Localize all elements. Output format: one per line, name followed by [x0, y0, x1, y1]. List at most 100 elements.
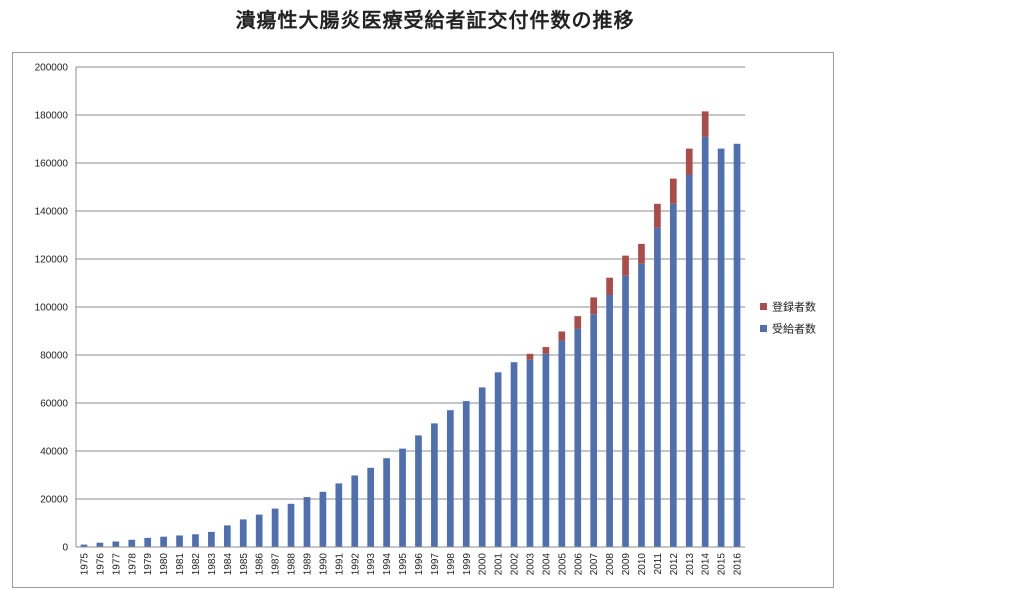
x-tick-label: 1975: [79, 553, 90, 576]
x-tick-label: 1991: [334, 553, 345, 576]
bar-recipients: [415, 435, 422, 547]
bar-recipients: [303, 497, 311, 547]
x-tick-label: 2005: [557, 553, 568, 576]
bar-registered: [574, 316, 582, 329]
bar-recipients: [542, 353, 550, 547]
x-tick-label: 1989: [302, 553, 313, 576]
x-tick-label: 2007: [589, 553, 600, 576]
bar-recipients: [335, 483, 343, 547]
y-tick-label: 120000: [35, 255, 69, 266]
x-tick-label: 1982: [191, 553, 202, 576]
bar-recipients: [319, 491, 327, 547]
bar-recipients: [176, 535, 183, 547]
bar-recipients: [606, 295, 613, 547]
x-tick-label: 2015: [717, 553, 728, 576]
y-tick-label: 180000: [35, 111, 69, 122]
x-tick-label: 2010: [637, 553, 648, 576]
x-tick-label: 2014: [701, 553, 712, 576]
y-tick-label: 60000: [40, 399, 68, 410]
legend-swatch: [760, 303, 767, 310]
x-tick-label: 2000: [478, 553, 489, 576]
x-tick-label: 1997: [430, 553, 441, 576]
y-tick-label: 160000: [35, 159, 69, 170]
x-tick-label: 2002: [510, 553, 521, 576]
bar-registered: [606, 277, 613, 295]
bar-registered: [526, 353, 534, 360]
x-tick-label: 2013: [685, 553, 696, 576]
x-tick-label: 2016: [733, 553, 744, 576]
x-tick-label: 2001: [494, 553, 505, 576]
bar-recipients: [383, 458, 390, 547]
x-tick-label: 1978: [127, 553, 138, 576]
legend-swatch: [760, 325, 767, 332]
bar-recipients: [701, 136, 709, 547]
bar-recipients: [223, 525, 231, 547]
x-tick-label: 1986: [255, 553, 266, 576]
y-tick-label: 100000: [35, 303, 69, 314]
x-tick-label: 1995: [398, 553, 409, 576]
bar-recipients: [510, 362, 518, 547]
bar-recipients: [128, 539, 136, 547]
bar-recipients: [478, 387, 486, 547]
bars: [80, 111, 741, 548]
legend-label: 受給者数: [772, 322, 816, 336]
x-tick-label: 1976: [95, 553, 106, 576]
x-tick-label: 1994: [382, 553, 393, 576]
y-tick-label: 80000: [40, 351, 68, 362]
bar-recipients: [654, 227, 661, 548]
bar-registered: [590, 297, 598, 315]
bar-registered: [622, 255, 629, 276]
bar-recipients: [638, 263, 645, 547]
bar-recipients: [271, 508, 279, 547]
bar-recipients: [462, 401, 470, 547]
bar-recipients: [558, 340, 566, 547]
bar-registered: [638, 243, 645, 264]
x-tick-label: 1980: [159, 553, 170, 576]
bar-recipients: [526, 359, 534, 547]
bar-recipients: [287, 503, 295, 547]
x-tick-label: 2008: [605, 553, 616, 576]
y-tick-label: 140000: [35, 207, 69, 218]
x-tick-label: 1996: [414, 553, 425, 576]
x-tick-label: 1977: [111, 553, 122, 576]
bar-registered: [558, 331, 566, 341]
x-tick-label: 1998: [446, 553, 457, 576]
x-tick-label: 2009: [621, 553, 632, 576]
x-tick-label: 1999: [462, 553, 473, 576]
bar-recipients: [494, 372, 502, 547]
bar-recipients: [367, 467, 375, 547]
chart-title: 潰瘍性大腸炎医療受給者証交付件数の推移: [235, 8, 635, 32]
bar-recipients: [733, 143, 741, 548]
bar-recipients: [112, 541, 120, 547]
x-tick-label: 1981: [175, 553, 186, 576]
bar-registered: [685, 148, 693, 175]
x-tick-label: 2004: [541, 553, 552, 576]
y-tick-label: 0: [62, 543, 68, 554]
bar-recipients: [351, 475, 359, 547]
bar-recipients: [144, 537, 152, 547]
x-tick-label: 1987: [271, 553, 282, 576]
x-tick-label: 2003: [525, 553, 536, 576]
x-tick-label: 1993: [366, 553, 377, 576]
x-tick-label: 2011: [653, 553, 664, 575]
bar-recipients: [446, 410, 454, 547]
x-tick-label: 1990: [318, 553, 329, 576]
x-tick-label: 2006: [573, 553, 584, 576]
x-tick-label: 2012: [669, 553, 680, 576]
x-tick-label: 1985: [239, 553, 250, 576]
y-tick-label: 200000: [35, 63, 69, 74]
bar-recipients: [574, 328, 582, 547]
x-tick-label: 1983: [207, 553, 218, 576]
bar-recipients: [192, 534, 199, 547]
bar-registered: [701, 111, 709, 137]
legend-label: 登録者数: [772, 300, 816, 314]
bar-recipients: [255, 514, 263, 547]
x-tick-label: 1984: [223, 553, 234, 576]
axes: 0 20000 40000 60000 80000 100000 120000 140000 1…: [35, 63, 745, 576]
bar-recipients: [685, 175, 693, 547]
bar-registered: [654, 203, 661, 228]
bar-recipients: [622, 275, 629, 547]
bar-recipients: [160, 536, 167, 547]
